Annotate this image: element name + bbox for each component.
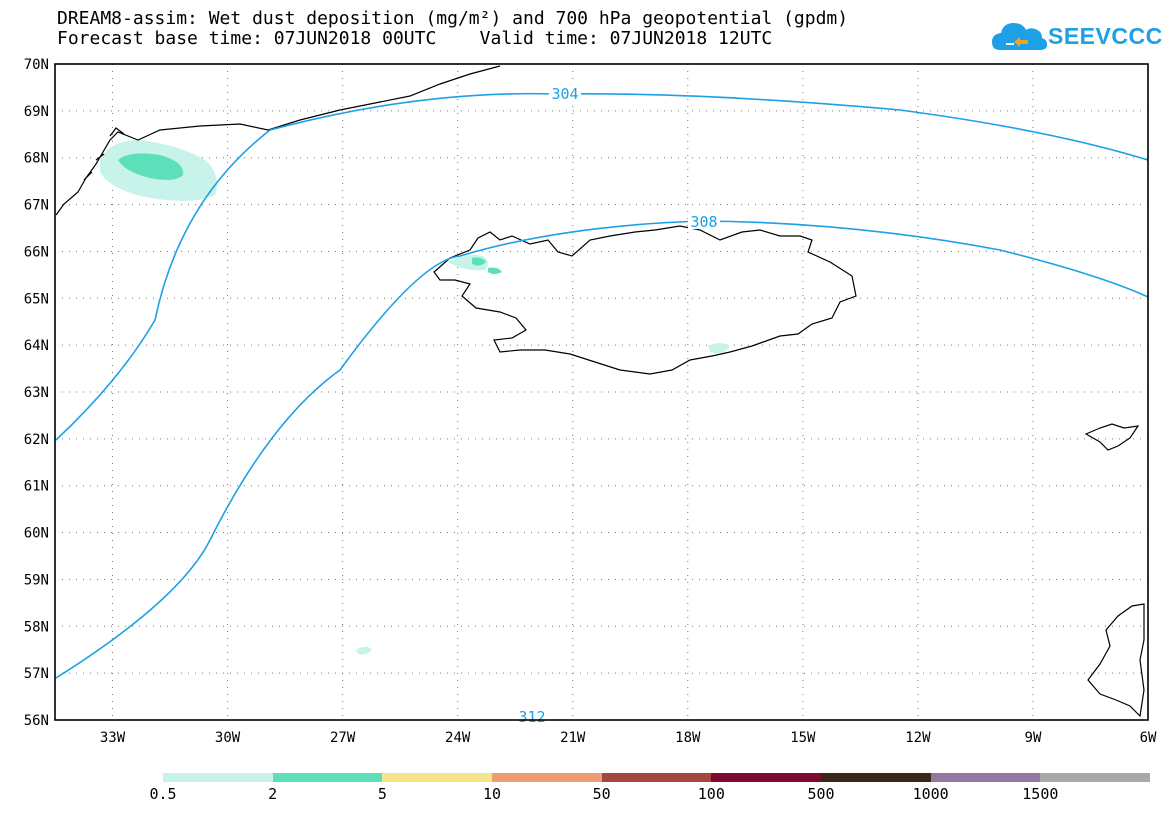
colorbar-swatch [930,773,1041,782]
contour-label-304: 304 [551,85,578,103]
latitude-label: 57N [24,666,49,682]
colorbar-swatch [1040,773,1151,782]
dust-area-light [708,343,730,354]
graticule [55,64,1148,720]
latitude-label: 65N [24,291,49,307]
coastlines [55,65,1145,718]
latitude-label: 58N [24,619,49,635]
colorbar-swatch [711,773,822,782]
longitude-label: 9W [1025,730,1042,746]
colorbar-swatch [821,773,931,782]
colorbar-tick-label: 5 [377,785,387,803]
dust-area-medium [118,153,184,180]
colorbar-swatch [492,773,602,782]
iceland-coastline [433,225,857,375]
latitude-label: 59N [24,572,49,588]
colorbar-tick-label: 1000 [912,785,949,803]
colorbar-tick-label: 50 [592,785,611,803]
latitude-label: 67N [24,198,49,214]
dust-area-light [488,267,502,274]
dust-deposition-shading [100,140,730,655]
latitude-label: 64N [24,338,49,354]
colorbar-tick-label: 100 [697,785,725,803]
colorbar [163,773,1151,782]
colorbar-tick-label: 10 [482,785,502,803]
latitude-label: 61N [24,479,49,495]
map-frame [54,63,1149,721]
longitude-label: 6W [1140,730,1157,746]
colorbar-labels: 0.5 2 5 10 50 100 500 1000 1500 [0,785,1175,805]
longitude-label: 15W [790,730,816,746]
colorbar-tick-label: 2 [268,785,278,803]
cloud-logo-icon [992,23,1048,50]
geopotential-contours [55,92,1149,679]
contour-304 [55,92,1149,441]
longitude-label: 33W [100,730,126,746]
latitude-labels: 70N 69N 68N 67N 66N 65N 64N 63N 62N 61N 60N 59N 58N 5… [24,57,49,729]
logo-text: SEEVCCC [1048,23,1163,49]
latitude-label: 60N [24,526,49,542]
latitude-label: 68N [24,151,49,167]
greenland-coastline-detail [83,127,125,181]
latitude-label: 66N [24,244,49,260]
longitude-label: 12W [905,730,931,746]
colorbar-swatch [382,773,493,782]
dust-area-medium [472,257,486,266]
latitude-label: 69N [24,104,49,120]
longitude-label: 27W [330,730,356,746]
map-title: DREAM8-assim: Wet dust deposition (mg/m²… [57,8,849,29]
map-subtitle-times: Forecast base time: 07JUN2018 00UTC Vali… [57,28,773,49]
colorbar-tick-label: 0.5 [149,785,177,803]
map-canvas: 304 308 312 70N 69N 68N 67N 66N 65N 64N 63N 62N 6… [24,57,1157,746]
faroe-islands-coastline [1084,423,1140,451]
seevccc-logo: SEEVCCC [990,16,1162,58]
contour-label-308: 308 [690,213,717,231]
contour-label-312: 312 [518,708,545,726]
colorbar-swatch [601,773,712,782]
latitude-label: 63N [24,385,49,401]
colorbar-swatch [163,773,273,782]
longitude-label: 24W [445,730,471,746]
contour-labels: 304 308 312 [518,85,720,726]
longitude-label: 18W [675,730,701,746]
colorbar-swatch [272,773,383,782]
latitude-label: 70N [24,57,49,73]
contour-308 [55,220,1149,679]
latitude-label: 62N [24,432,49,448]
longitude-label: 21W [560,730,586,746]
latitude-label: 56N [24,713,49,729]
scotland-coastline [1087,603,1145,718]
longitude-label: 30W [215,730,241,746]
greenland-coastline [55,65,501,216]
dust-area-light [356,646,372,655]
longitude-labels: 33W 30W 27W 24W 21W 18W 15W 12W 9W 6W [100,730,1157,746]
colorbar-tick-label: 500 [807,785,835,803]
colorbar-tick-label: 1500 [1022,785,1059,803]
